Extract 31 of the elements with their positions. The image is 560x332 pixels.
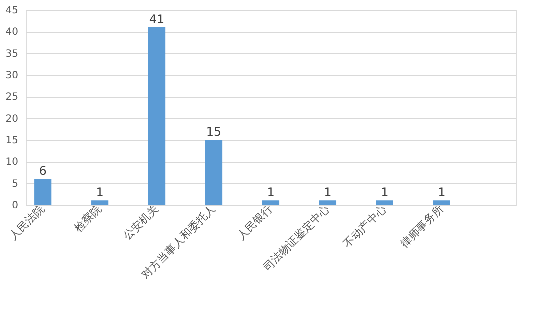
bar — [262, 200, 280, 205]
x-tick-label: 律师事务所 — [398, 202, 446, 251]
bar — [319, 200, 337, 205]
data-label: 1 — [96, 186, 104, 200]
bar — [148, 27, 166, 205]
data-label: 41 — [149, 12, 165, 26]
y-tick-label: 35 — [6, 48, 18, 60]
data-label: 6 — [39, 164, 47, 178]
bar — [433, 200, 450, 205]
y-tick-label: 15 — [6, 136, 18, 146]
y-tick-label: 45 — [6, 6, 18, 16]
y-tick-label: 5 — [12, 178, 18, 190]
x-tick-label: 公安机关 — [120, 202, 162, 243]
data-label: 1 — [381, 186, 389, 200]
y-tick-label: 40 — [6, 27, 18, 38]
data-label: 1 — [438, 186, 446, 200]
y-tick-label: 30 — [6, 70, 18, 82]
x-tick-label: 人民银行 — [234, 202, 276, 243]
data-label: 1 — [267, 186, 275, 200]
x-tick-label: 检察院 — [72, 202, 104, 236]
y-tick-label: 10 — [6, 157, 18, 168]
y-tick-label: 0 — [12, 200, 18, 212]
y-tick-label: 20 — [6, 114, 18, 125]
y-tick-label: 25 — [6, 92, 18, 104]
bar — [376, 200, 394, 205]
bar — [34, 179, 52, 205]
data-label: 1 — [324, 186, 332, 200]
data-label: 15 — [206, 125, 222, 139]
x-tick-label: 不动产中心 — [341, 202, 390, 251]
bar — [205, 140, 223, 205]
bar — [92, 200, 109, 205]
